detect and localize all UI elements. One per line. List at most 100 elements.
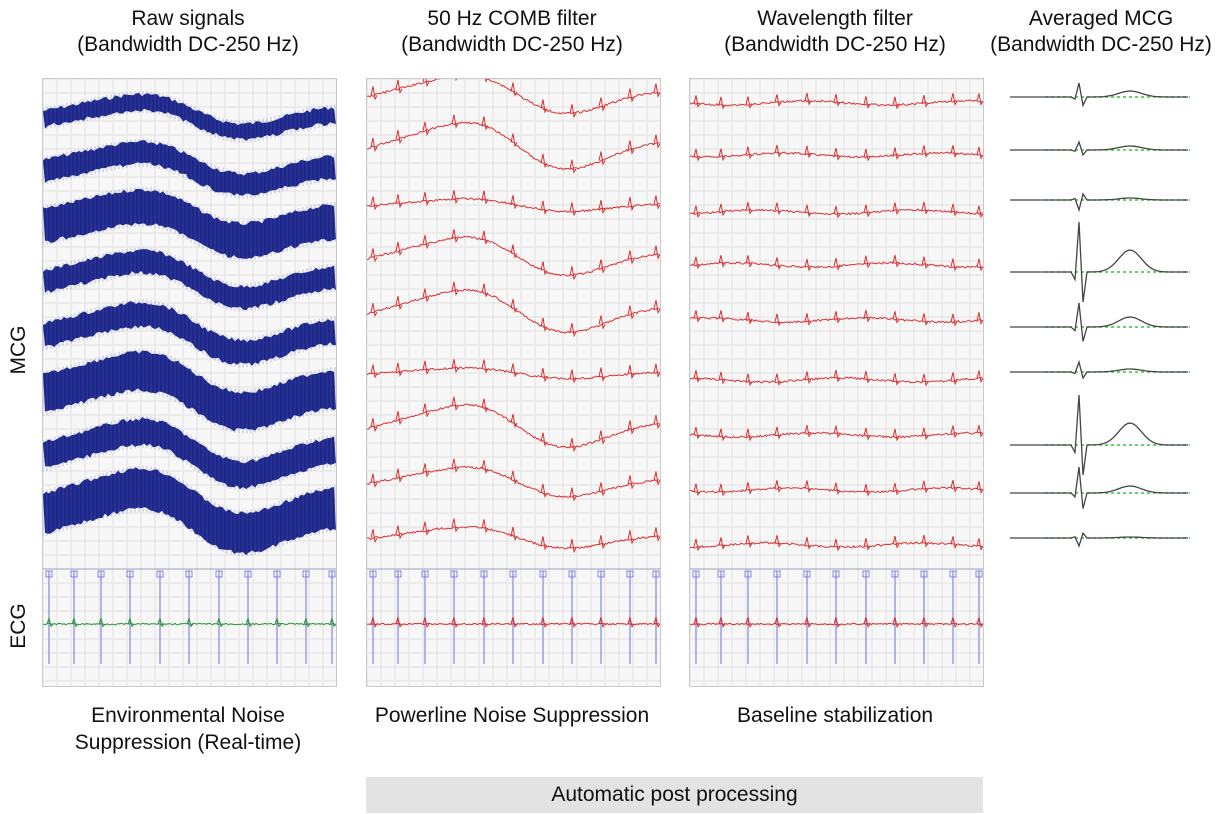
- row-label-mcg: MCG: [7, 325, 30, 375]
- wavelength-mcg-trace-beat: [804, 313, 812, 326]
- comb-mcg-trace-beat: [569, 437, 577, 453]
- wavelength-ecg-trace-beat: [774, 616, 782, 629]
- beat-marker-box: [626, 570, 634, 578]
- raw-signals-plot: [43, 79, 336, 686]
- comb-ecg-trace-beat: [653, 616, 660, 629]
- wavelength-mcg-trace-beat: [950, 203, 958, 217]
- comb-mcg-trace-beat: [370, 137, 378, 153]
- comb-mcg-trace-beat: [451, 189, 459, 205]
- comb-mcg-trace-beat: [540, 317, 548, 332]
- averaged-mcg-trace: [1010, 192, 1188, 213]
- comb-mcg-trace-beat: [370, 86, 378, 101]
- wavelength-mcg-trace-beat: [833, 257, 841, 271]
- wavelength-mcg-trace-beat: [892, 202, 900, 216]
- panel-comb-filter: [366, 78, 661, 687]
- comb-mcg-trace-beat: [510, 195, 518, 210]
- comb-mcg-trace-beat: [395, 79, 403, 95]
- beat-marker-box: [185, 570, 193, 578]
- comb-mcg-trace-beat: [370, 528, 378, 544]
- comb-mcg-trace-beat: [569, 266, 577, 281]
- wavelength-mcg-trace-beat: [718, 96, 726, 110]
- comb-mcg-trace-beat: [395, 362, 403, 377]
- comb-mcg-trace-beat: [481, 519, 489, 534]
- beat-marker-box: [328, 570, 336, 578]
- wavelength-mcg-trace-beat: [950, 372, 958, 385]
- wavelength-mcg-trace-beat: [833, 425, 841, 439]
- comb-mcg-trace-beat: [598, 151, 606, 166]
- comb-mcg-trace-beat: [422, 191, 430, 207]
- beat-marker-box: [539, 570, 547, 578]
- raw-ecg-trace-beat: [127, 616, 135, 628]
- comb-mcg-trace-beat: [485, 79, 488, 83]
- wavelength-mcg-trace-beat: [976, 258, 983, 272]
- comb-mcg-trace-beat: [395, 130, 403, 145]
- comb-mcg-trace-beat: [510, 244, 518, 259]
- wavelength-ecg-trace-beat: [892, 616, 900, 629]
- wavelength-mcg-trace-beat: [863, 96, 871, 109]
- comb-mcg-trace-beat: [395, 525, 403, 540]
- beat-marker-box: [421, 570, 429, 578]
- comb-mcg-trace-beat: [481, 283, 489, 298]
- wavelength-mcg-trace-beat: [693, 148, 701, 162]
- comb-mcg-trace-beat: [370, 473, 378, 488]
- wavelength-ecg-trace-beat: [745, 616, 753, 629]
- wavelength-ecg-trace: [690, 622, 983, 626]
- wavelength-mcg-trace-beat: [976, 481, 983, 494]
- comb-mcg-trace-beat: [510, 363, 518, 378]
- wavelength-ecg-trace-beat: [833, 616, 841, 629]
- wavelength-mcg-trace-beat: [921, 256, 929, 270]
- wavelength-mcg-trace-beat: [863, 309, 871, 323]
- comb-mcg-trace-beat: [540, 432, 548, 447]
- beat-marker-box: [97, 570, 105, 578]
- wavelength-mcg-trace-beat: [774, 202, 782, 216]
- wavelength-mcg-trace-beat: [774, 94, 782, 107]
- comb-mcg-trace-beat: [370, 364, 378, 379]
- column-title-raw: Raw signals (Bandwidth DC-250 Hz): [43, 6, 333, 58]
- comb-mcg-trace-beat: [569, 487, 577, 502]
- column-title-comb: 50 Hz COMB filter (Bandwidth DC-250 Hz): [367, 6, 657, 58]
- wavelength-mcg-trace-beat: [892, 482, 900, 496]
- wavelength-mcg-trace-beat: [976, 146, 983, 160]
- comb-mcg-trace-beat: [510, 470, 518, 485]
- wavelength-mcg-trace-beat: [833, 147, 841, 161]
- comb-mcg-trace-beat: [422, 463, 430, 478]
- averaged-mcg-trace: [1010, 359, 1188, 380]
- beat-marker-box: [744, 570, 752, 578]
- comb-mcg-trace-beat: [569, 538, 577, 554]
- comb-mcg-trace-beat: [510, 82, 518, 97]
- comb-mcg-trace-beat: [627, 365, 635, 380]
- wavelength-filter-plot: [690, 79, 983, 686]
- panel-raw-signals: [42, 78, 337, 687]
- comb-mcg-trace-beat: [598, 535, 606, 550]
- comb-mcg-trace-beat: [422, 288, 430, 303]
- wavelength-mcg-trace-beat: [892, 96, 900, 110]
- caption-line1: Environmental Noise: [91, 704, 285, 727]
- wavelength-mcg-trace-beat: [774, 257, 782, 270]
- comb-mcg-trace: [367, 79, 660, 115]
- comb-mcg-trace-beat: [451, 458, 459, 473]
- wavelength-mcg-trace-beat: [745, 96, 753, 110]
- comb-mcg-trace-beat: [653, 300, 660, 315]
- raw-ecg-trace-beat: [186, 616, 194, 628]
- automatic-post-processing-bar: Automatic post processing: [366, 777, 983, 813]
- wavelength-mcg-trace-beat: [718, 537, 726, 550]
- comb-mcg-trace-beat: [540, 99, 548, 114]
- wavelength-mcg-trace-beat: [950, 258, 958, 272]
- averaged-mcg-trace: [1010, 466, 1188, 509]
- wavelength-mcg-trace-beat: [892, 254, 900, 268]
- comb-filter-plot: [367, 79, 660, 686]
- beat-marker-box: [156, 570, 164, 578]
- wavelength-mcg-trace-beat: [950, 479, 958, 493]
- wavelength-mcg-trace-beat: [774, 373, 782, 387]
- comb-mcg-trace-beat: [598, 430, 606, 445]
- wavelength-mcg-trace-beat: [774, 480, 782, 493]
- wavelength-mcg-trace-beat: [804, 258, 812, 272]
- wavelength-mcg-trace: [690, 431, 983, 439]
- beat-marker-box: [568, 570, 576, 578]
- comb-ecg-trace-beat: [598, 616, 606, 629]
- comb-mcg-trace-beat: [627, 88, 635, 103]
- wavelength-mcg-trace-beat: [976, 424, 983, 438]
- beat-marker-box: [70, 570, 78, 578]
- raw-ecg-trace-beat: [71, 616, 79, 628]
- wavelength-mcg-trace-beat: [804, 204, 812, 218]
